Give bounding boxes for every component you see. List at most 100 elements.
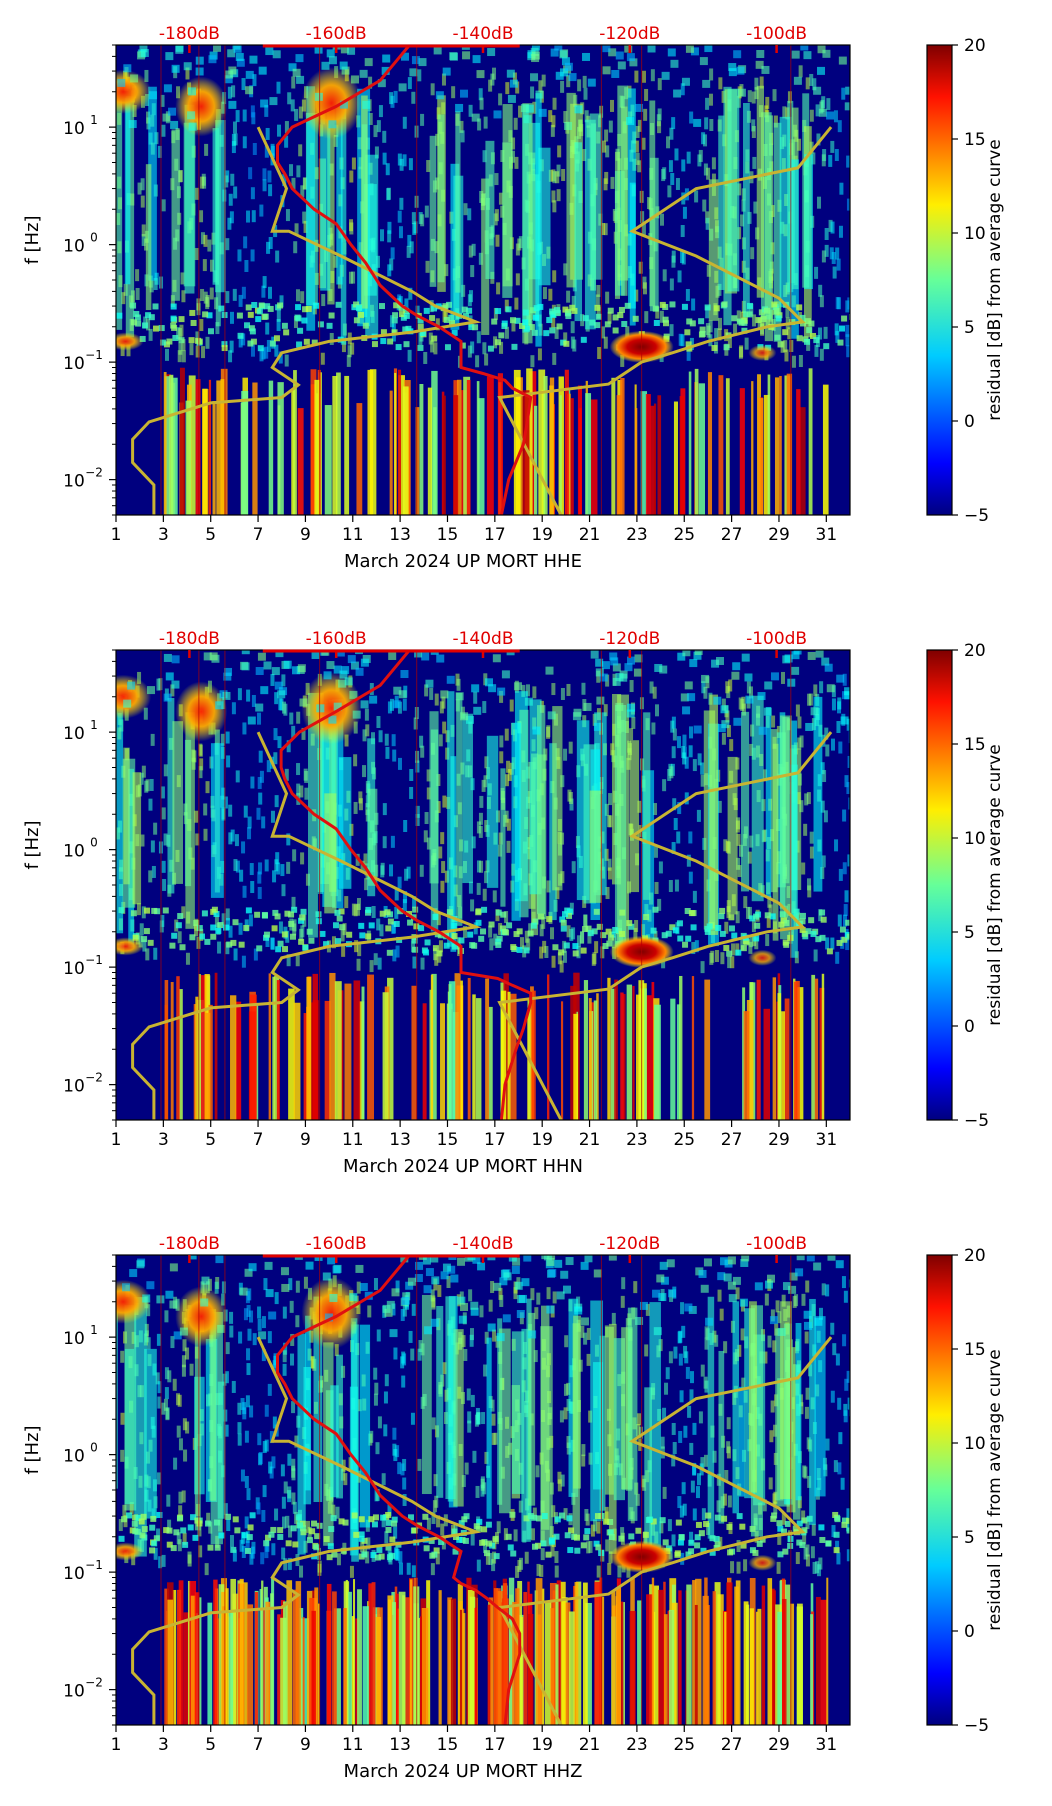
- x-tick-label: 23: [626, 525, 648, 545]
- top-db-tick-label: -100dB: [746, 24, 807, 44]
- x-tick-label: 13: [389, 525, 411, 545]
- x-tick-label: 17: [484, 525, 506, 545]
- x-tick-label: 23: [626, 1735, 648, 1755]
- y-tick-label: 10: [63, 959, 85, 979]
- x-tick-label: 1: [111, 1735, 122, 1755]
- x-tick-label: 19: [531, 525, 553, 545]
- spectrogram-heatmap: [116, 1255, 850, 1725]
- x-tick-label: 15: [437, 525, 459, 545]
- colorbar-tick-label: 10: [964, 224, 986, 244]
- colorbar-tick-label: 0: [964, 1622, 975, 1642]
- x-tick-label: 17: [484, 1735, 506, 1755]
- x-tick-label: 21: [579, 525, 601, 545]
- top-db-tick-label: -140dB: [452, 1234, 513, 1254]
- y-tick-label: 10: [63, 1447, 85, 1467]
- x-tick-label: 11: [342, 525, 364, 545]
- y-tick-label: 10: [63, 472, 85, 492]
- x-axis-title: March 2024 UP MORT HHN: [343, 1156, 583, 1177]
- x-tick-label: 1: [111, 1130, 122, 1150]
- noise-model-low-line: [131, 731, 482, 1120]
- colorbar-tick-label: 10: [964, 829, 986, 849]
- colorbar-tick-label: 15: [964, 735, 986, 755]
- x-tick-label: 25: [673, 1130, 695, 1150]
- x-tick-label: 11: [342, 1130, 364, 1150]
- y-tick-label: 10: [63, 1329, 85, 1349]
- x-tick-label: 19: [531, 1130, 553, 1150]
- top-db-tick-label: -100dB: [746, 1234, 807, 1254]
- colorbar-tick-label: −5: [964, 506, 989, 526]
- x-tick-label: 23: [626, 1130, 648, 1150]
- x-tick-label: 31: [816, 1735, 838, 1755]
- x-axis-title: March 2024 UP MORT HHE: [344, 551, 582, 572]
- y-tick-label: 10: [63, 1077, 85, 1097]
- y-tick-label: 10: [63, 1682, 85, 1702]
- median-psd-line: [276, 45, 533, 515]
- x-tick-label: 27: [721, 1735, 743, 1755]
- x-tick-label: 21: [579, 1130, 601, 1150]
- x-tick-label: 1: [111, 525, 122, 545]
- y-axis-title: f [Hz]: [22, 820, 43, 869]
- top-db-tick-label: -180dB: [159, 1234, 220, 1254]
- y-tick-exponent: 1: [90, 718, 98, 732]
- x-tick-label: 15: [437, 1130, 459, 1150]
- top-db-tick-label: -120dB: [599, 1234, 660, 1254]
- colorbar-title: residual [dB] from average curve: [985, 1349, 1005, 1630]
- x-tick-label: 5: [205, 1130, 216, 1150]
- colorbar: [926, 44, 953, 516]
- colorbar: [926, 649, 953, 1121]
- top-db-tick-label: -160dB: [306, 24, 367, 44]
- x-axis-title: March 2024 UP MORT HHZ: [344, 1761, 583, 1782]
- top-db-tick-label: -120dB: [599, 629, 660, 649]
- y-tick-label: 10: [63, 354, 85, 374]
- spectrogram-heatmap: [116, 650, 850, 1120]
- x-tick-label: 25: [673, 1735, 695, 1755]
- colorbar-tick-label: 10: [964, 1434, 986, 1454]
- colorbar-tick-label: 0: [964, 412, 975, 432]
- y-tick-label: 10: [63, 842, 85, 862]
- x-tick-label: 7: [253, 1735, 264, 1755]
- colorbar-tick-label: 20: [964, 641, 986, 661]
- x-tick-label: 15: [437, 1735, 459, 1755]
- x-tick-label: 5: [205, 525, 216, 545]
- y-tick-label: 10: [63, 1564, 85, 1584]
- colorbar-tick-label: 15: [964, 130, 986, 150]
- x-tick-label: 13: [389, 1735, 411, 1755]
- y-tick-exponent: −2: [85, 1071, 103, 1085]
- y-tick-label: 10: [63, 119, 85, 139]
- colorbar-title: residual [dB] from average curve: [985, 139, 1005, 420]
- colorbar: [926, 1254, 953, 1726]
- x-tick-label: 9: [300, 1130, 311, 1150]
- colorbar-tick-label: 5: [964, 923, 975, 943]
- y-tick-exponent: −1: [85, 1558, 103, 1572]
- colorbar-tick-label: 15: [964, 1340, 986, 1360]
- x-tick-label: 25: [673, 525, 695, 545]
- y-tick-exponent: 0: [90, 231, 98, 245]
- top-db-tick-label: -100dB: [746, 629, 807, 649]
- colorbar-tick-label: 20: [964, 1246, 986, 1266]
- colorbar-tick-label: 5: [964, 1528, 975, 1548]
- x-tick-label: 21: [579, 1735, 601, 1755]
- y-tick-exponent: −1: [85, 348, 103, 362]
- y-tick-exponent: −1: [85, 953, 103, 967]
- top-db-tick-label: -180dB: [159, 24, 220, 44]
- y-tick-exponent: 1: [90, 113, 98, 127]
- x-tick-label: 11: [342, 1735, 364, 1755]
- colorbar-tick-label: −5: [964, 1111, 989, 1131]
- y-tick-exponent: 1: [90, 1323, 98, 1337]
- y-axis-title: f [Hz]: [22, 1425, 43, 1474]
- x-tick-label: 7: [253, 1130, 264, 1150]
- x-tick-label: 3: [158, 1735, 169, 1755]
- x-tick-label: 3: [158, 1130, 169, 1150]
- median-psd-line: [279, 650, 533, 1120]
- top-db-tick-label: -160dB: [306, 1234, 367, 1254]
- x-tick-label: 9: [300, 1735, 311, 1755]
- noise-model-high-line: [497, 731, 833, 1120]
- x-tick-label: 9: [300, 525, 311, 545]
- y-tick-exponent: −2: [85, 1676, 103, 1690]
- x-tick-label: 17: [484, 1130, 506, 1150]
- noise-model-low-line: [131, 126, 482, 515]
- x-tick-label: 7: [253, 525, 264, 545]
